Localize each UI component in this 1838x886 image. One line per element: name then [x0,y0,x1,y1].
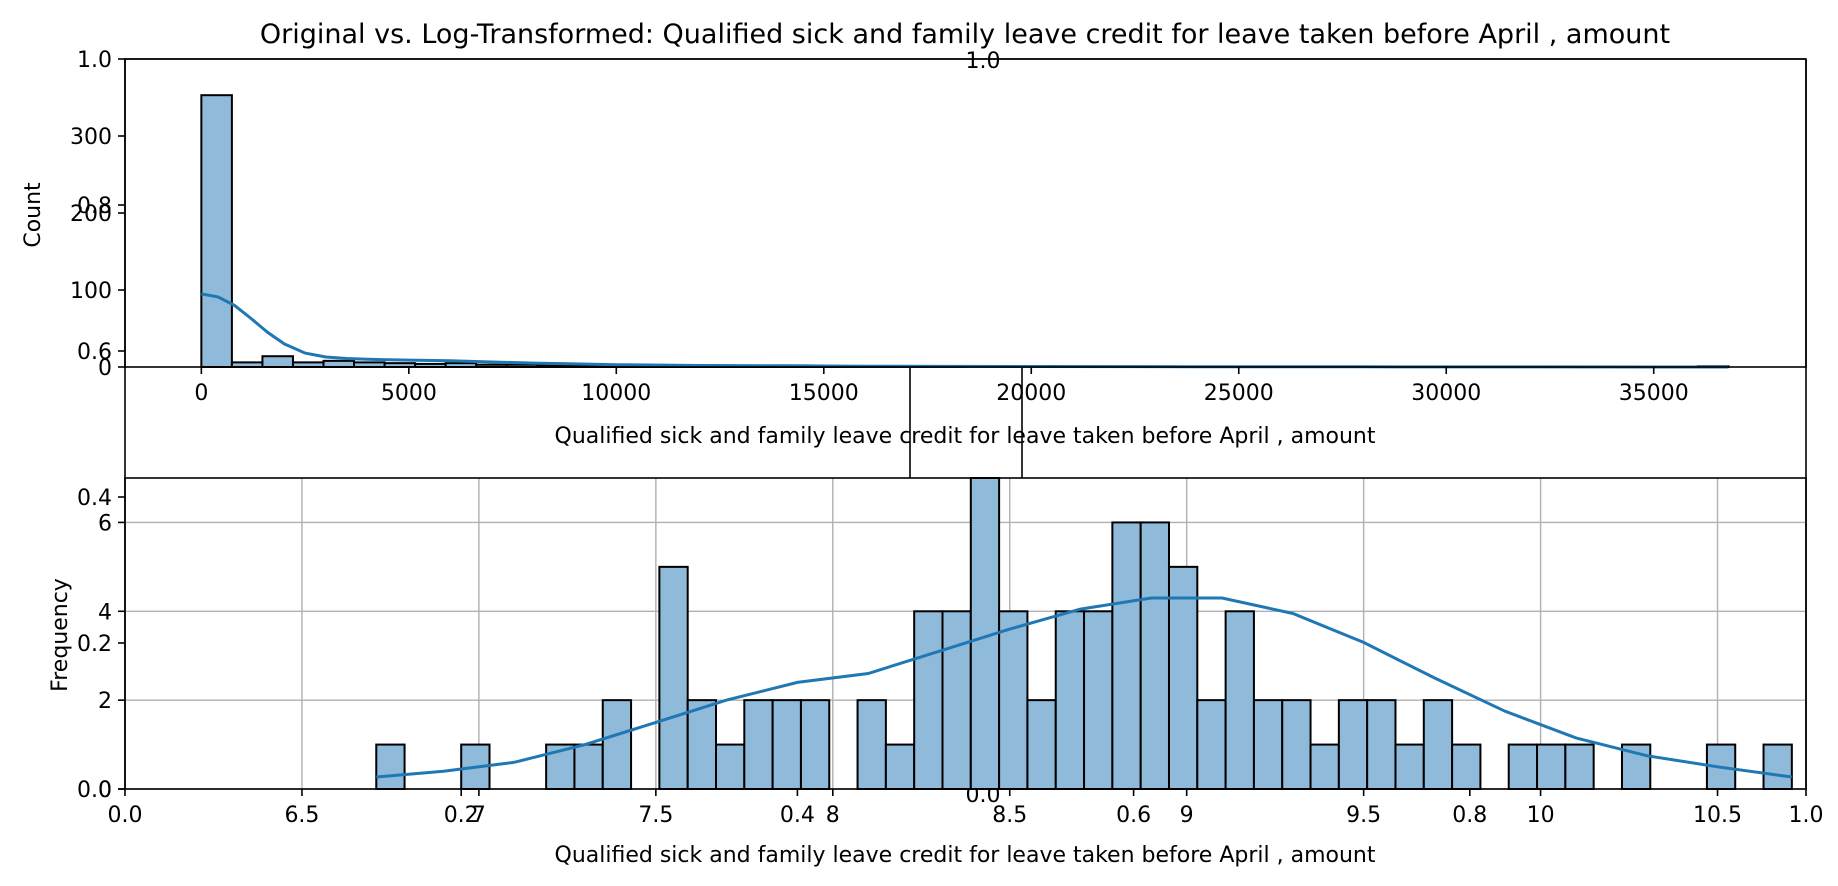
overlay-y-tick-label: 0.4 [77,486,112,511]
top-y-ticks: 0 100 200 300 [70,125,125,381]
top-y-axis-label: Count [21,182,46,248]
x-tick-label: 10 [1527,803,1555,828]
histogram-bar [743,699,774,791]
x-tick-label: 15000 [789,381,859,406]
histogram-bar [601,699,633,791]
histogram-bar [1281,699,1312,791]
histogram-bar [1536,743,1567,790]
overlay-x-ticks: 0.0 0.2 0.4 0.6 0.8 1.0 [108,789,1824,828]
histogram-bar [200,94,233,368]
x-tick-label: 10000 [581,381,651,406]
top-plot-frame [124,58,1807,368]
chart-title: Original vs. Log-Transformed: Qualified … [260,19,1670,50]
overlay-y-tick-label: 0.8 [77,194,112,219]
y-tick-label: 6 [98,511,112,536]
histogram-bar [375,743,406,790]
bottom-plot-frame [124,477,1807,790]
bottom-y-axis-label: Frequency [48,578,73,692]
y-tick-label: 300 [70,125,112,150]
overlay-x-tick-label: 0.0 [108,803,143,828]
x-tick-label: 8 [826,803,840,828]
histogram-bar [1762,743,1793,790]
histogram-bar [856,699,887,791]
histogram-bar [686,699,718,791]
histogram-bar [1111,521,1142,791]
top-histogram-bars [200,94,1730,369]
y-tick-label: 100 [70,279,112,304]
x-tick-label: 9 [1180,803,1194,828]
bottom-kde-line [376,596,1793,779]
bottom-x-ticks: 6.5 7 7.5 8 8.5 9 9.5 10 10.5 [284,789,1742,828]
histogram-bar [884,743,916,790]
overlay-x-tick-label: 0.4 [780,803,815,828]
histogram-bar [998,610,1029,790]
bottom-x-axis-label: Qualified sick and family leave credit f… [555,843,1376,868]
overlay-x-tick-label: 0.8 [1452,803,1487,828]
x-tick-label: 9.5 [1346,803,1381,828]
histogram-bar [322,359,356,368]
histogram-bar [1337,699,1369,791]
y-tick-label: 2 [98,689,112,714]
histogram-bar [1139,521,1170,791]
histogram-bar [1564,743,1595,790]
x-tick-label: 30000 [1411,381,1481,406]
histogram-bar [1054,610,1086,790]
x-tick-label: 0 [194,381,208,406]
histogram-bar [573,743,604,790]
histogram-bar [1167,565,1199,790]
top-histogram-panel: 0 100 200 300 0 5000 10000 15000 20000 25000 3000… [21,58,1807,449]
histogram-bar [1394,743,1425,790]
x-tick-label: 5000 [381,381,437,406]
x-tick-label: 20000 [996,381,1066,406]
histogram-bar [1083,610,1114,790]
bottom-y-ticks: 0 2 4 6 [98,511,125,803]
histogram-bar [1366,699,1397,791]
x-tick-label: 7 [472,803,486,828]
histogram-bar [1507,743,1539,790]
top-x-axis-label: Qualified sick and family leave credit f… [555,424,1376,449]
histogram-bar [1252,699,1284,791]
x-tick-label: 6.5 [284,803,319,828]
overlay-y-tick-label: 0.2 [77,632,112,657]
y-tick-label: 0 [98,356,112,381]
x-tick-label: 10.5 [1693,803,1742,828]
histogram-bar [1224,610,1255,790]
bottom-histogram-panel: 0 2 4 6 6.5 7 7.5 8 8.5 9 9.5 10 10.5 Qualified sic… [48,477,1807,868]
histogram-bar [913,610,944,790]
overlay-x-tick-label: 0.2 [444,803,479,828]
x-tick-label: 35000 [1619,381,1689,406]
overlay-x-tick-label: 0.6 [1116,803,1151,828]
overlay-y-tick-label: 0.0 [77,778,112,803]
overlay-x-tick-label: 1.0 [1789,803,1824,828]
histogram-bar [1309,743,1340,790]
y-tick-label: 4 [98,600,112,625]
y-tick-label: 200 [70,202,112,227]
y-tick-label: 0 [98,778,112,803]
histogram-bar [1196,699,1227,791]
x-tick-label: 7.5 [638,803,673,828]
x-tick-label: 8.5 [992,803,1027,828]
histogram-bar [261,355,294,369]
histogram-bar [941,610,972,790]
histogram-bar [771,699,802,791]
histogram-bar [658,565,689,790]
x-tick-label: 25000 [1204,381,1274,406]
histogram-bar [715,743,746,790]
top-kde-line [201,292,1729,369]
overlay-y-ticks: 0.0 0.2 0.4 0.6 0.8 1.0 [77,48,125,803]
histogram-bar [1422,699,1454,791]
histogram-bar [1451,743,1482,790]
overlay-top-label: 1.0 [966,49,1001,74]
overlay-y-tick-label: 0.6 [77,340,112,365]
top-x-ticks: 0 5000 10000 15000 20000 25000 30000 35000 [194,367,1689,406]
histogram-bar [1026,699,1057,791]
histogram-bar [799,699,831,791]
overlay-y-tick-label: 1.0 [77,48,112,73]
